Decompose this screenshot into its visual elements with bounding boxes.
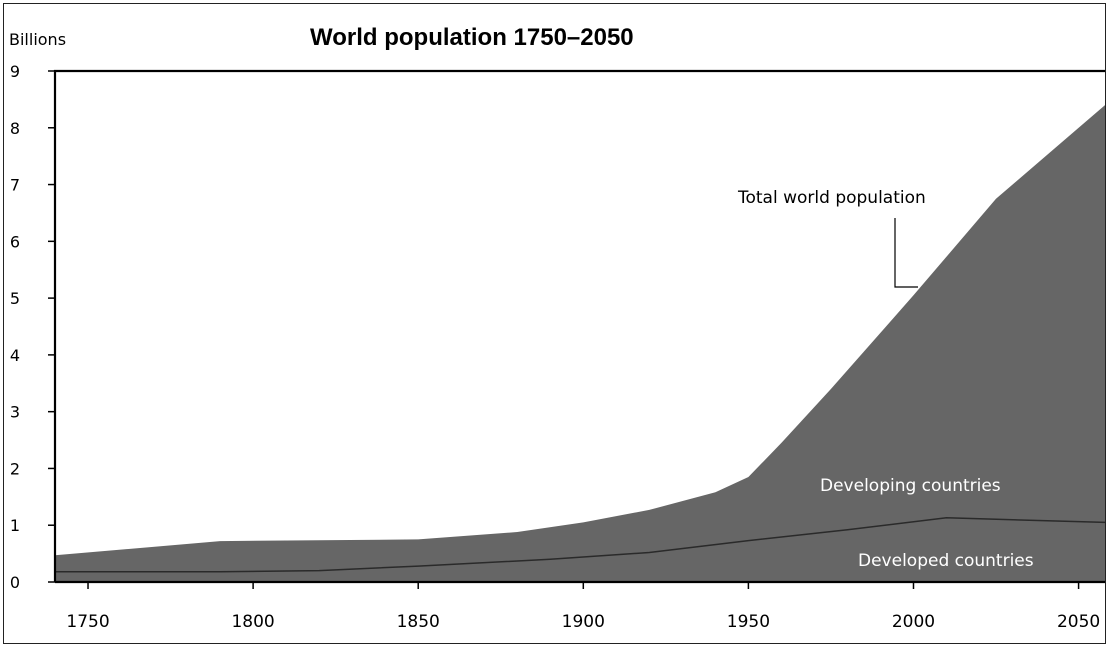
x-tick-label: 1850 [397, 612, 440, 632]
x-tick-label: 2000 [892, 612, 935, 632]
total-population-area [55, 105, 1105, 582]
developed-countries-label: Developed countries [858, 551, 1034, 571]
total-population-leader-line [894, 218, 918, 288]
y-tick-label: 5 [10, 289, 20, 308]
y-tick-label: 6 [10, 232, 20, 251]
y-tick-label: 0 [10, 573, 20, 592]
y-tick-label: 7 [10, 176, 20, 195]
y-axis-ticks: 0 1 2 3 4 5 6 7 8 9 [10, 62, 55, 592]
y-axis-unit-label: Billions [9, 30, 66, 49]
plot-area [53, 69, 1106, 584]
total-world-population-label: Total world population [737, 188, 926, 208]
annotations: Total world population Developing countri… [737, 188, 1034, 571]
developed-countries-line [55, 517, 1106, 573]
x-tick-label: 1800 [231, 612, 274, 632]
x-tick-label: 1900 [562, 612, 605, 632]
x-tick-label: 2050 [1057, 612, 1100, 632]
y-tick-label: 1 [10, 516, 20, 535]
x-tick-label: 1950 [727, 612, 770, 632]
x-axis-ticks: 1750 1800 1850 1900 1950 2000 2050 [66, 582, 1100, 632]
y-tick-label: 8 [10, 119, 20, 138]
y-tick-label: 9 [10, 62, 20, 81]
chart-title: World population 1750–2050 [310, 24, 634, 51]
y-tick-label: 2 [10, 459, 20, 478]
y-tick-label: 4 [10, 346, 20, 365]
developing-countries-label: Developing countries [820, 476, 1001, 496]
y-tick-label: 3 [10, 403, 20, 422]
chart-frame [3, 3, 1106, 644]
x-tick-label: 1750 [66, 612, 109, 632]
